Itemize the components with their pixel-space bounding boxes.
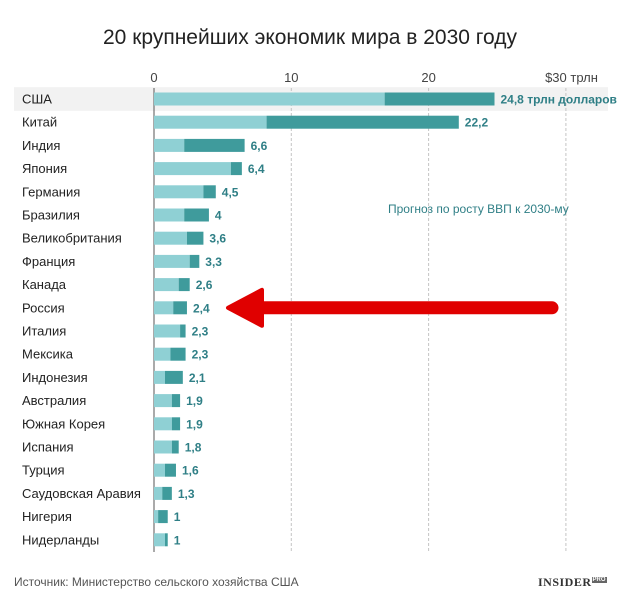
value-label: 1 [174,510,181,524]
x-tick-label: 10 [284,70,298,85]
bar-base [154,278,179,292]
value-label: 4,5 [222,185,239,199]
value-label: 3,3 [205,255,222,269]
growth-annotation: Прогноз по росту ВВП к 2030-му [388,202,569,216]
bar-base [154,440,172,454]
value-label: 2,1 [189,371,206,385]
bar-base [154,185,204,199]
bar-growth [184,138,245,152]
x-tick-label: $30 трлн [545,70,598,85]
value-label: 6,4 [248,162,265,176]
category-label: Саудовская Аравия [22,486,141,501]
brand-name: INSIDER [538,575,592,589]
bar-growth [173,301,187,315]
bar-base [154,417,172,431]
bar-growth [171,440,179,454]
brand-suffix: PRO [591,577,607,583]
bar-chart: 0 10 20 $30 трлн США Китай Индия Япония Германи… [14,70,617,552]
value-label: 1,9 [186,417,203,431]
category-label: Япония [22,161,67,176]
value-label: 2,4 [193,301,210,315]
value-label: 1,6 [182,464,199,478]
bar-growth [164,533,168,547]
bar-growth [162,486,172,500]
category-label: Испания [22,440,74,455]
bar-growth [180,324,186,338]
category-label: Бразилия [22,208,80,223]
category-label: Мексика [22,347,74,362]
value-label: 4 [215,209,222,223]
bar-growth [171,417,181,431]
bar-base [154,231,187,245]
bar-base [154,208,185,222]
category-label: Индия [22,138,60,153]
bar-growth [178,278,190,292]
bar-base [154,301,174,315]
value-label: 1 [174,533,181,547]
value-label: 6,6 [251,139,268,153]
bar-growth [230,162,242,176]
x-tick-label: 20 [421,70,435,85]
category-label: США [22,92,52,107]
bar-growth [184,208,209,222]
category-label: Великобритания [22,231,122,246]
value-label: 2,3 [192,325,209,339]
category-label: Нигерия [22,509,72,524]
bar-growth [171,394,181,408]
highlight-arrow-head [226,287,264,328]
category-label: Китай [22,115,57,130]
value-label: 24,8 трлн долларов [501,93,617,107]
bar-base [154,370,165,384]
category-label: Австралия [22,393,86,408]
bar-growth [189,254,200,268]
bar-base [154,394,172,408]
bar-base [154,115,267,129]
category-label: Италия [22,324,66,339]
bar-base [154,254,190,268]
value-label: 1,8 [185,441,202,455]
bar-growth [170,347,186,361]
value-label: 1,3 [178,487,195,501]
bar-base [154,162,231,176]
bar-growth [384,92,495,106]
category-label: Индонезия [22,370,88,385]
bar-base [154,486,163,500]
category-label: Германия [22,184,80,199]
bar-base [154,463,165,477]
value-label: 2,6 [196,278,213,292]
bar-base [154,138,185,152]
value-label: 2,3 [192,348,209,362]
bar-growth [186,231,204,245]
bar-growth [164,370,183,384]
value-label: 1,9 [186,394,203,408]
category-label: Южная Корея [22,416,105,431]
category-label: Россия [22,300,65,315]
bar-base [154,533,165,547]
bar-base [154,510,159,524]
bar-growth [158,510,168,524]
bar-base [154,347,171,361]
x-tick-label: 0 [150,70,157,85]
value-label: 3,6 [209,232,226,246]
brand-logo: INSIDERPRO [538,575,607,590]
bar-base [154,324,181,338]
category-label: Нидерланды [22,532,99,547]
bar-growth [266,115,459,129]
chart-title: 20 крупнейших экономик мира в 2030 году [103,26,517,49]
bar-growth [164,463,176,477]
category-label: Франция [22,254,75,269]
source-note: Источник: Министерство сельского хозяйст… [14,575,299,589]
category-label: Турция [22,463,65,478]
category-label: Канада [22,277,67,292]
value-label: 22,2 [465,116,489,130]
bar-base [154,92,385,106]
bar-growth [203,185,216,199]
